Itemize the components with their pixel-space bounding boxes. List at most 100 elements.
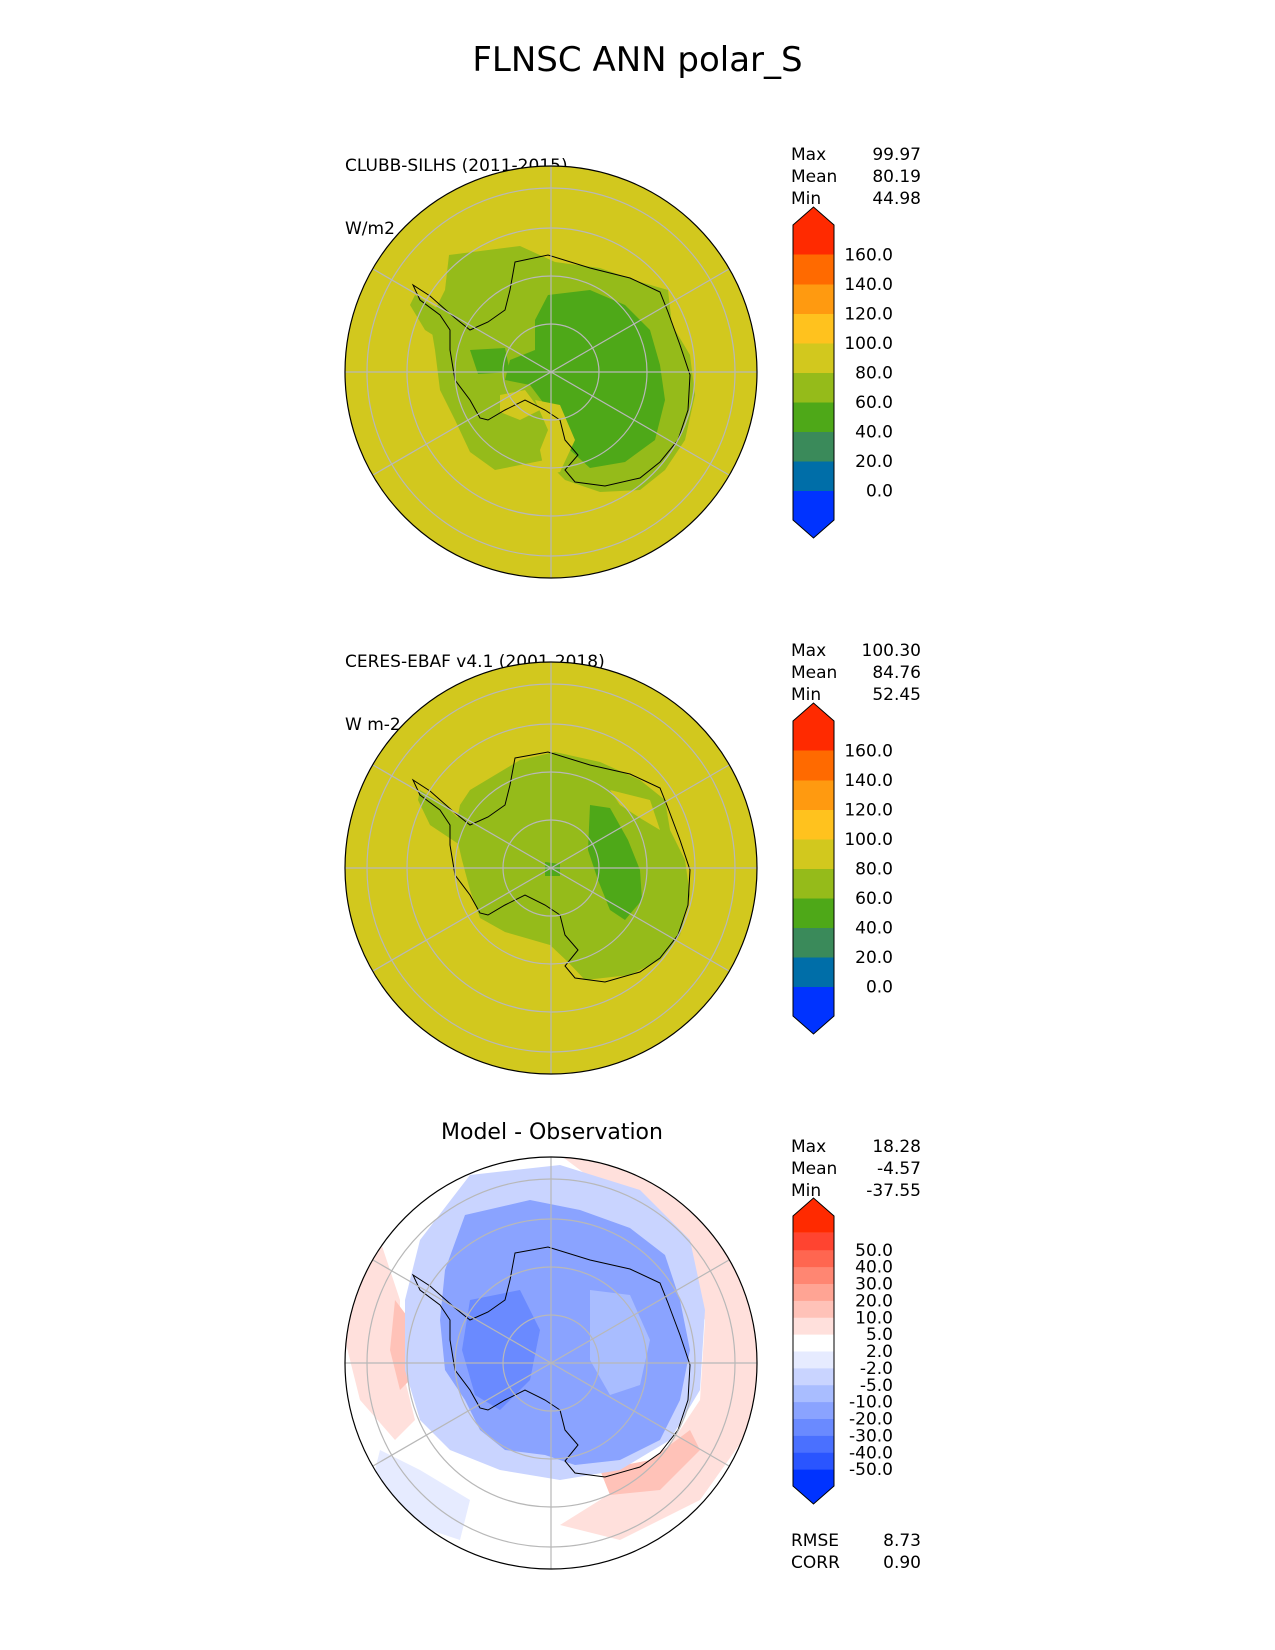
colorbar-swatch	[793, 372, 834, 403]
figure-title: FLNSC ANN polar_S	[472, 40, 803, 80]
colorbar-swatch	[793, 780, 834, 810]
peninsula-strip	[410, 295, 470, 352]
colorbar-tick-label: 20.0	[855, 1291, 893, 1311]
colorbar-tick-label: 40.0	[855, 919, 893, 939]
colorbar-tick-label: 50.0	[855, 1241, 893, 1261]
stat-label: Mean	[791, 663, 838, 683]
colorbar-tick-label: -30.0	[849, 1426, 893, 1446]
difference-title: Model - Observation	[441, 1120, 663, 1145]
stat-label: Mean	[791, 1159, 838, 1179]
metric-label: RMSE	[791, 1531, 840, 1551]
east-plateau-core	[588, 805, 642, 920]
negative-bias-far-ocean	[370, 1450, 470, 1540]
graticule	[345, 662, 757, 1074]
metric-label: CORR	[791, 1553, 840, 1573]
colorbar-tick-label: 160.0	[844, 246, 893, 266]
colorbar-swatch	[793, 431, 834, 462]
colorbar-swatch	[793, 207, 834, 255]
stat-value: 80.19	[872, 167, 921, 187]
colorbar-swatch	[793, 490, 834, 538]
colorbar-tick-label: -20.0	[849, 1410, 893, 1430]
colorbar-outline	[792, 702, 835, 1035]
graticule	[345, 1157, 757, 1569]
colorbar-tick-label: 80.0	[855, 860, 893, 880]
colorbar-tick-label: 0.0	[866, 482, 893, 502]
colorbar-swatch	[793, 313, 834, 344]
colorbar-tick-label: 60.0	[855, 889, 893, 909]
colorbar-tick-label: 140.0	[844, 771, 893, 791]
colorbar-tick-label: 20.0	[855, 452, 893, 472]
colorbar-tick-label: 40.0	[855, 1258, 893, 1278]
positive-bias-west-ring	[345, 1240, 415, 1440]
coastline	[411, 1246, 691, 1478]
colorbar-swatch	[793, 1435, 834, 1453]
colorbar-tick-label: -40.0	[849, 1443, 893, 1463]
colorbar-swatch	[793, 750, 834, 781]
colorbar-tick-label: 20.0	[855, 948, 893, 968]
stat-label: Min	[791, 1181, 822, 1201]
colorbar-outline	[792, 206, 835, 539]
metric-value: 8.73	[883, 1531, 921, 1551]
colorbar-swatch	[793, 1249, 834, 1268]
west-antarctica-low	[470, 348, 510, 374]
colorbar-tick-label: -10.0	[849, 1393, 893, 1413]
colorbar-swatch	[793, 402, 834, 432]
colorbar-swatch	[793, 839, 834, 869]
colorbar-swatch	[793, 1384, 834, 1403]
colorbar-tick-label: -50.0	[849, 1460, 893, 1480]
colorbar-swatch	[793, 461, 834, 491]
colorbar-swatch	[793, 1232, 834, 1251]
colorbar-swatch	[793, 809, 834, 840]
graticule	[345, 166, 757, 578]
colorbar-tick-label: 60.0	[855, 393, 893, 413]
stat-value: -4.57	[877, 1159, 921, 1179]
stat-label: Max	[791, 1137, 827, 1157]
panel3-stats: Max 18.28 Mean -4.57 Min -37.55	[791, 1136, 921, 1202]
stat-value: 84.76	[872, 663, 921, 683]
panel1-map	[344, 165, 758, 579]
stat-label: Max	[791, 641, 827, 661]
colorbar-tick-label: -2.0	[860, 1359, 893, 1379]
stat-label: Min	[791, 189, 822, 209]
panel1-stats: Max 99.97 Mean 80.19 Min 44.98	[791, 144, 921, 210]
colorbar-tick-label: 2.0	[866, 1342, 893, 1362]
colorbar-swatch	[793, 898, 834, 928]
panel1-colorbar: 0.0 20.0 40.0 60.0 80.0 100.0 120.0 140.0 160.0	[792, 206, 893, 539]
colorbar-tick-label: 100.0	[844, 334, 893, 354]
stat-label: Max	[791, 145, 827, 165]
colorbar-outline	[792, 1197, 835, 1505]
panel3-colorbar: -50.0-40.0-30.0-20.0-10.0-5.0-2.02.05.01…	[792, 1197, 893, 1505]
stat-value: 100.30	[861, 641, 921, 661]
ross-shelf-patch	[535, 400, 575, 475]
positive-bias-southeast-band	[600, 1430, 700, 1495]
stat-value: 99.97	[872, 145, 921, 165]
colorbar-tick-label: 120.0	[844, 801, 893, 821]
colorbar-swatch	[793, 927, 834, 958]
colorbar-swatch	[793, 868, 834, 899]
colorbar-swatch	[793, 1283, 834, 1301]
coastline	[411, 254, 691, 487]
colorbar-tick-label: -5.0	[860, 1376, 893, 1396]
colorbar-swatch	[793, 284, 834, 314]
stat-label: Min	[791, 685, 822, 705]
stat-value: 52.45	[872, 685, 921, 705]
panel2-map	[344, 661, 758, 1075]
colorbar-swatch	[793, 703, 834, 751]
map-boundary	[344, 1156, 758, 1570]
east-coast-strip	[610, 790, 660, 830]
colorbar-tick-label: 40.0	[855, 423, 893, 443]
colorbar-swatch	[793, 1469, 834, 1504]
colorbar-swatch	[793, 1300, 834, 1318]
panel2-stats: Max 100.30 Mean 84.76 Min 52.45	[791, 640, 921, 706]
colorbar-swatch	[793, 1418, 834, 1436]
colorbar-swatch	[793, 1351, 834, 1369]
colorbar-tick-label: 5.0	[866, 1325, 893, 1345]
panel2-units: W m-2	[345, 715, 401, 735]
colorbar-tick-label: 30.0	[855, 1275, 893, 1295]
colorbar-tick-label: 160.0	[844, 742, 893, 762]
colorbar-tick-label: 140.0	[844, 275, 893, 295]
colorbar-swatch	[793, 1401, 834, 1419]
antarctica-high-plateau	[505, 290, 665, 468]
colorbar-swatch	[793, 1334, 834, 1352]
